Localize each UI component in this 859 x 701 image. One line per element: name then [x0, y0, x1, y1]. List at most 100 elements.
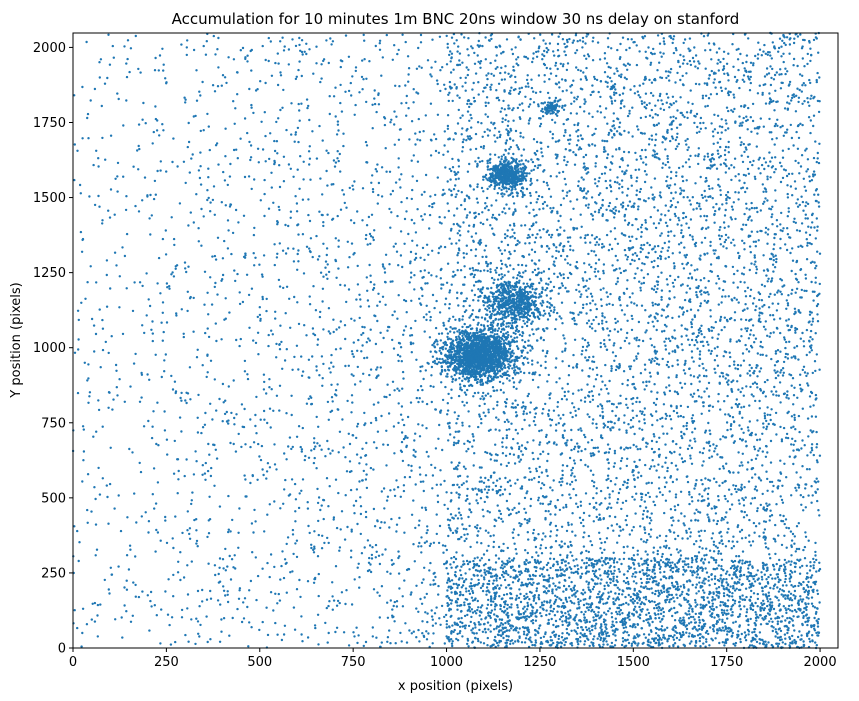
scatter-point: [595, 492, 598, 495]
scatter-point: [647, 197, 650, 200]
scatter-point: [361, 325, 364, 329]
scatter-point: [350, 411, 353, 414]
scatter-point: [340, 510, 344, 513]
scatter-point: [475, 197, 479, 200]
scatter-point: [477, 60, 480, 63]
scatter-point: [297, 140, 300, 144]
scatter-point: [300, 102, 303, 105]
scatter-point: [438, 247, 441, 250]
scatter-point: [593, 77, 597, 81]
scatter-point: [493, 459, 496, 462]
scatter-point: [118, 306, 121, 309]
scatter-point: [395, 605, 399, 608]
scatter-point: [715, 480, 718, 484]
scatter-point: [643, 528, 646, 531]
scatter-point: [681, 179, 685, 183]
scatter-point: [805, 468, 809, 471]
scatter-point: [248, 589, 251, 592]
scatter-point: [82, 450, 86, 453]
scatter-point: [484, 202, 487, 205]
scatter-point: [532, 282, 535, 286]
scatter-point: [707, 184, 710, 188]
scatter-point: [472, 269, 475, 272]
scatter-point: [289, 216, 292, 219]
scatter-point: [134, 204, 137, 208]
scatter-point: [788, 340, 791, 343]
scatter-point: [405, 94, 408, 98]
scatter-point: [788, 102, 791, 105]
scatter-point: [396, 387, 399, 390]
scatter-point: [101, 318, 104, 322]
scatter-point: [334, 630, 337, 634]
scatter-point: [445, 548, 448, 552]
scatter-point: [695, 508, 698, 511]
scatter-point: [80, 250, 84, 253]
scatter-point: [222, 401, 225, 404]
scatter-point: [691, 500, 694, 503]
scatter-point: [758, 522, 761, 525]
scatter-point: [132, 581, 135, 584]
scatter-point: [688, 493, 691, 496]
scatter-point: [401, 605, 405, 608]
scatter-point: [357, 338, 360, 342]
scatter-point: [377, 103, 381, 106]
scatter-point: [278, 185, 282, 189]
scatter-point: [690, 264, 693, 267]
scatter-point: [798, 383, 802, 387]
scatter-point: [454, 273, 457, 277]
scatter-point: [540, 279, 543, 282]
scatter-point: [145, 314, 148, 317]
scatter-point: [690, 462, 694, 465]
scatter-point: [382, 443, 385, 446]
scatter-point: [263, 178, 266, 182]
scatter-point: [727, 379, 730, 382]
scatter-point: [353, 383, 357, 386]
scatter-point: [428, 336, 432, 339]
scatter-point: [608, 400, 611, 403]
scatter-point: [658, 61, 661, 64]
scatter-point: [549, 175, 552, 178]
scatter-point: [716, 345, 719, 349]
scatter-point: [646, 553, 649, 556]
scatter-point: [774, 352, 778, 355]
scatter-point: [785, 131, 788, 134]
scatter-point: [154, 105, 157, 108]
scatter-point: [738, 464, 741, 467]
scatter-point: [749, 344, 753, 348]
scatter-point: [794, 159, 797, 163]
scatter-point: [766, 378, 769, 382]
scatter-point: [380, 414, 383, 418]
scatter-point: [209, 638, 212, 641]
scatter-point: [212, 185, 216, 188]
scatter-point: [356, 566, 359, 569]
scatter-point: [631, 253, 635, 256]
scatter-point: [734, 217, 737, 221]
scatter-point: [753, 341, 756, 344]
scatter-point: [583, 165, 586, 168]
scatter-point: [343, 538, 347, 541]
scatter-point: [265, 309, 268, 313]
scatter-point: [608, 496, 611, 499]
scatter-point: [164, 229, 167, 232]
scatter-point: [273, 139, 276, 143]
scatter-point: [290, 447, 293, 451]
scatter-point: [304, 454, 307, 458]
scatter-point: [379, 526, 382, 530]
scatter-point: [722, 467, 725, 470]
scatter-point: [197, 227, 200, 230]
scatter-point: [339, 528, 342, 531]
scatter-point: [516, 56, 520, 59]
scatter-point: [528, 236, 531, 239]
scatter-point: [420, 551, 423, 554]
scatter-point: [156, 282, 159, 285]
scatter-point: [784, 72, 787, 76]
scatter-point: [598, 105, 602, 108]
scatter-point: [707, 395, 711, 398]
scatter-point: [762, 531, 765, 534]
scatter-point: [653, 383, 656, 386]
scatter-point: [293, 140, 296, 143]
scatter-point: [733, 311, 737, 314]
scatter-point: [224, 127, 227, 130]
scatter-point: [423, 258, 426, 262]
scatter-point: [268, 503, 271, 506]
